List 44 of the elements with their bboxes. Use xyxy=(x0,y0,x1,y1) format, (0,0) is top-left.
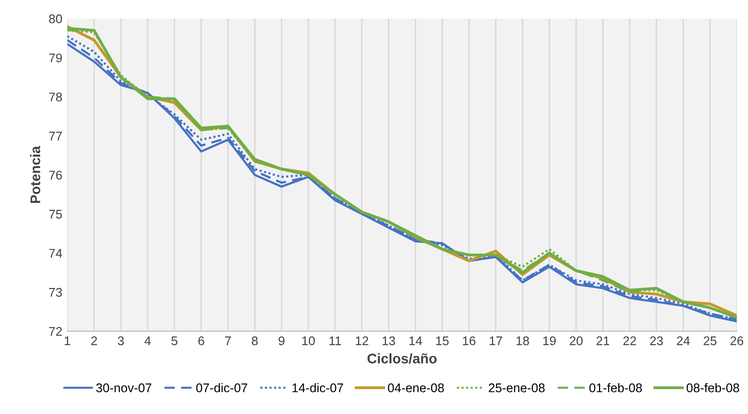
x-tick-label: 11 xyxy=(330,336,341,346)
y-tick-label: 76 xyxy=(49,170,62,180)
x-tick-label: 15 xyxy=(436,336,449,346)
x-tick-label: 7 xyxy=(225,336,231,346)
x-tick-label: 2 xyxy=(91,336,97,346)
x-axis-title: Ciclos/año xyxy=(368,353,437,364)
x-tick-label: 8 xyxy=(252,336,258,346)
y-tick-label: 75 xyxy=(49,210,62,219)
legend-label: 01-feb-08 xyxy=(589,383,642,392)
y-tick-label: 74 xyxy=(49,248,62,258)
legend-label: 14-dic-07 xyxy=(292,383,344,392)
legend-label: 25-ene-08 xyxy=(488,383,545,392)
x-tick-label: 13 xyxy=(382,336,396,346)
x-tick-label: 25 xyxy=(704,336,716,346)
x-tick-label: 21 xyxy=(596,336,610,346)
x-tick-label: 19 xyxy=(543,336,556,346)
x-tick-label: 3 xyxy=(118,336,124,346)
y-axis-title: Potencia xyxy=(30,146,40,203)
x-tick-label: 23 xyxy=(650,336,663,346)
y-tick-label: 73 xyxy=(49,288,62,297)
y-tick-label: 72 xyxy=(49,327,62,336)
legend-label: 04-ene-08 xyxy=(388,383,444,392)
legend-label: 08-feb-08 xyxy=(686,383,740,392)
x-tick-label: 24 xyxy=(676,336,690,346)
x-tick-label: 16 xyxy=(463,336,476,346)
x-tick-label: 5 xyxy=(171,336,178,346)
legend-label: 30-nov-07 xyxy=(96,383,152,392)
y-tick-label: 79 xyxy=(49,54,62,62)
x-tick-label: 18 xyxy=(516,336,529,346)
x-tick-label: 26 xyxy=(730,336,744,346)
x-tick-label: 17 xyxy=(490,336,502,346)
x-tick-label: 6 xyxy=(198,336,204,346)
legend-label: 07-dic-07 xyxy=(196,383,248,392)
y-tick-label: 80 xyxy=(49,14,62,24)
x-tick-label: 14 xyxy=(409,336,422,346)
x-tick-label: 1 xyxy=(64,336,70,346)
x-tick-label: 10 xyxy=(302,336,315,346)
x-tick-label: 9 xyxy=(278,336,284,346)
x-tick-label: 4 xyxy=(144,336,151,346)
y-tick-label: 78 xyxy=(49,92,62,102)
x-tick-label: 20 xyxy=(570,336,583,346)
x-tick-label: 12 xyxy=(356,336,368,346)
y-tick-label: 77 xyxy=(49,132,62,140)
x-tick-label: 22 xyxy=(623,336,636,346)
